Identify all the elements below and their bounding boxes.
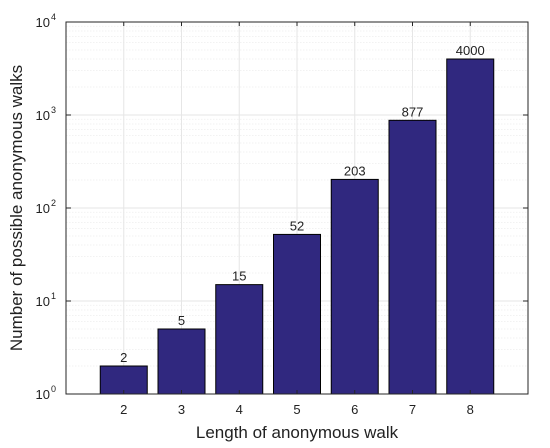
y-tick-label-1e3: 10 (36, 108, 50, 123)
y-tick-label-1e4: 10 (36, 15, 50, 30)
bar-7 (388, 119, 437, 395)
data-label-5: 52 (290, 218, 304, 233)
data-label-7: 877 (402, 104, 424, 119)
data-labels: 2 5 15 52 203 877 4000 (120, 43, 485, 365)
data-label-8: 4000 (456, 43, 485, 58)
y-tick-label-1e1: 10 (36, 294, 50, 309)
x-tick-label-7: 7 (409, 402, 416, 417)
y-axis-title: Number of possible anonymous walks (7, 65, 26, 351)
y-tick-exponent-0: 0 (51, 384, 56, 394)
x-tick-label-4: 4 (236, 402, 243, 417)
y-tick-label-1e2: 10 (36, 201, 50, 216)
x-tick-label-6: 6 (351, 402, 358, 417)
bar-3 (157, 328, 206, 395)
x-tick-label-2: 2 (120, 402, 127, 417)
y-tick-exponent-1: 1 (51, 291, 56, 301)
y-tick-label-1e0: 10 (36, 387, 50, 402)
y-tick-exponent-3: 3 (51, 105, 56, 115)
bar-5 (273, 233, 321, 395)
data-label-4: 15 (232, 269, 246, 284)
x-tick-label-8: 8 (467, 402, 474, 417)
bar-8 (446, 58, 495, 395)
y-tick-exponent-2: 2 (51, 198, 56, 208)
x-axis-title: Length of anonymous walk (196, 423, 399, 442)
x-tick-label-3: 3 (178, 402, 185, 417)
data-label-6: 203 (344, 163, 366, 178)
bar-4 (215, 284, 264, 395)
bars (99, 58, 495, 395)
data-label-2: 2 (120, 350, 127, 365)
x-tick-label-5: 5 (293, 402, 300, 417)
bar-6 (330, 178, 379, 395)
data-label-3: 5 (178, 313, 185, 328)
bar-2 (99, 365, 148, 395)
y-tick-exponent-4: 4 (51, 12, 56, 22)
